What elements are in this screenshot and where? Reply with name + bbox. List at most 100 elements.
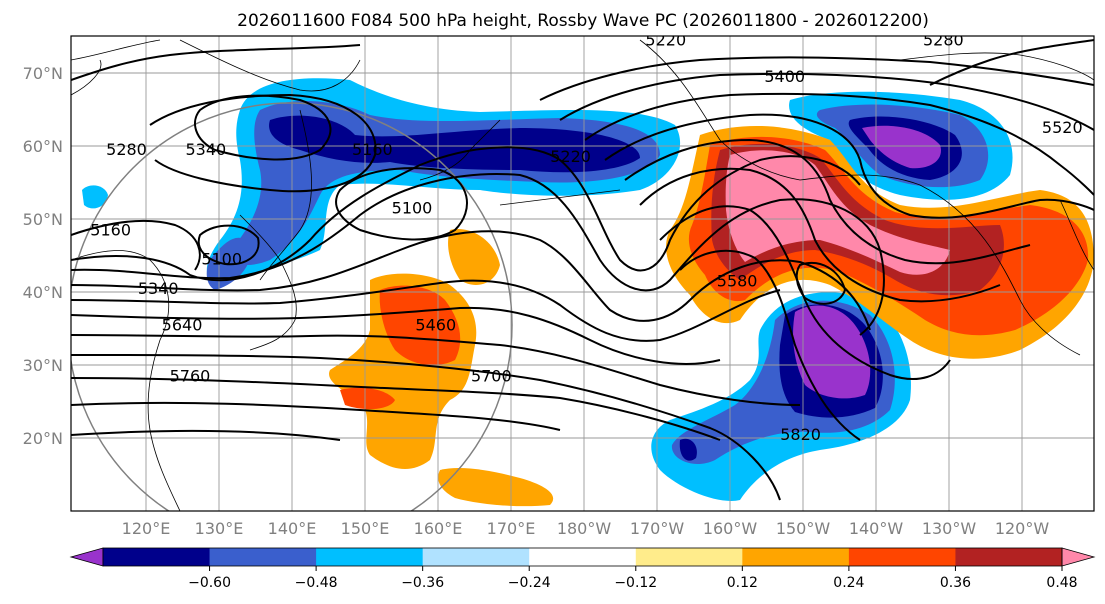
colorbar-segment [848,548,956,566]
lon-label: 170°E [487,519,536,538]
contour-line [71,354,781,501]
colorbar-tick-label: 0.24 [833,575,864,591]
lon-label: 170°W [630,519,685,538]
positive-anomaly-blob-tropical [438,467,554,507]
coast-alaska-west [639,39,801,181]
coast-aleutians [499,189,621,206]
contour-label: 5520 [1042,118,1083,137]
lat-label: 60°N [23,137,63,156]
contour-line [71,334,801,406]
negative-anomaly-alaska-core [862,125,941,169]
contour-line [71,173,885,336]
contour-label: 5400 [764,67,805,86]
colorbar-tick-label: −0.24 [508,575,551,591]
map-title: 2026011600 F084 500 hPa height, Rossby W… [237,11,929,31]
lon-label: 140°E [268,519,317,538]
latitude-labels: 70°N 60°N 50°N 40°N 30°N 20°N [23,64,63,448]
colorbar-extend-low [69,547,104,567]
contour-line [71,377,721,441]
contour-line [71,44,361,81]
contour-label: 5220 [645,30,686,49]
colorbar-segment [422,548,530,566]
contour-line [624,138,1031,265]
colorbar-tick-label: 0.36 [940,575,971,591]
colorbar-tick-label: −0.48 [295,575,338,591]
lon-label: 180°W [557,519,612,538]
coast-siberia [71,39,161,96]
colorbar-frame [102,547,1063,567]
lon-label: 130°W [922,519,977,538]
lon-label: 120°E [122,519,171,538]
contour-line [539,56,1094,101]
coast-okhotsk-north [179,39,361,92]
contour-labels: 5220 5280 5400 5520 5340 5160 5280 5220 5100 5160… [90,30,1083,444]
contour-line [149,93,377,193]
colorbar-segment [955,548,1063,566]
coast-japan [239,214,297,351]
contour-line [71,279,781,342]
colorbar-tick-label: 0.12 [727,575,758,591]
contour-label: 5700 [471,366,512,385]
colorbar-segment [316,548,424,566]
contour-label: 5280 [923,30,964,49]
contour-line [71,429,341,441]
colorbar-extend-high [1061,547,1096,567]
colorbar-tick-label: 0.48 [1046,575,1077,591]
lat-label: 20°N [23,429,63,448]
contour-line [584,92,1094,196]
colorbar-segment [103,548,211,566]
contour-line [71,306,721,365]
lon-label: 160°W [703,519,758,538]
negative-anomaly-subtropical-core [793,305,871,399]
coast-state-lines [1059,199,1094,271]
contour-label: 5760 [170,366,211,385]
map-frame [70,35,1095,512]
contour-label: 5160 [90,220,131,239]
contour-label: 5100 [201,250,242,269]
coast-north-america [799,174,1081,356]
contour-line [559,72,1094,131]
colorbar-tick-label: −0.36 [401,575,444,591]
contour-label: 5340 [185,140,226,159]
colorbar-segment [529,548,637,566]
negative-anomaly-blob-small [679,438,697,461]
coast-arctic [899,52,1094,81]
positive-anomaly-blob-south [340,387,395,410]
coastlines [71,39,1094,511]
longitude-labels: 120°E 130°E 140°E 150°E 160°E 170°E 180°… [122,519,1050,538]
map-content: 5220 5280 5400 5520 5340 5160 5280 5220 5100 5160… [71,30,1094,511]
contour-label: 5160 [352,140,393,159]
lat-label: 30°N [23,356,63,375]
colorbar-tick-label: −0.60 [188,575,231,591]
negative-anomaly-okhotsk-dark [269,115,640,173]
colorbar-segment [635,548,743,566]
contour-line [335,167,468,241]
lat-label: 50°N [23,210,63,229]
contour-line [604,113,1094,219]
positive-anomaly-blob-north [448,229,500,285]
region-circle [71,102,513,511]
positive-anomaly-subtropical-west-core [379,285,461,366]
contour-label: 5460 [415,315,456,334]
contour-label: 5340 [138,279,179,298]
coast-sakhalin [259,109,312,281]
contour-line [71,219,201,271]
lon-label: 160°E [414,519,463,538]
lat-label: 40°N [23,283,63,302]
contour-line [71,401,561,431]
negative-anomaly-blob-west [82,185,108,209]
colorbar-segment [209,548,317,566]
contour-label: 5280 [106,140,147,159]
lon-label: 120°W [995,519,1050,538]
contour-label: 5820 [780,425,821,444]
lon-label: 150°W [776,519,831,538]
contour-line [659,205,951,380]
contour-line [679,249,861,441]
contour-label: 5640 [162,315,203,334]
colorbar-tick-label: −0.12 [614,575,657,591]
contour-line [639,167,1001,303]
contour-label: 5100 [392,198,433,217]
contour-line [71,146,861,282]
